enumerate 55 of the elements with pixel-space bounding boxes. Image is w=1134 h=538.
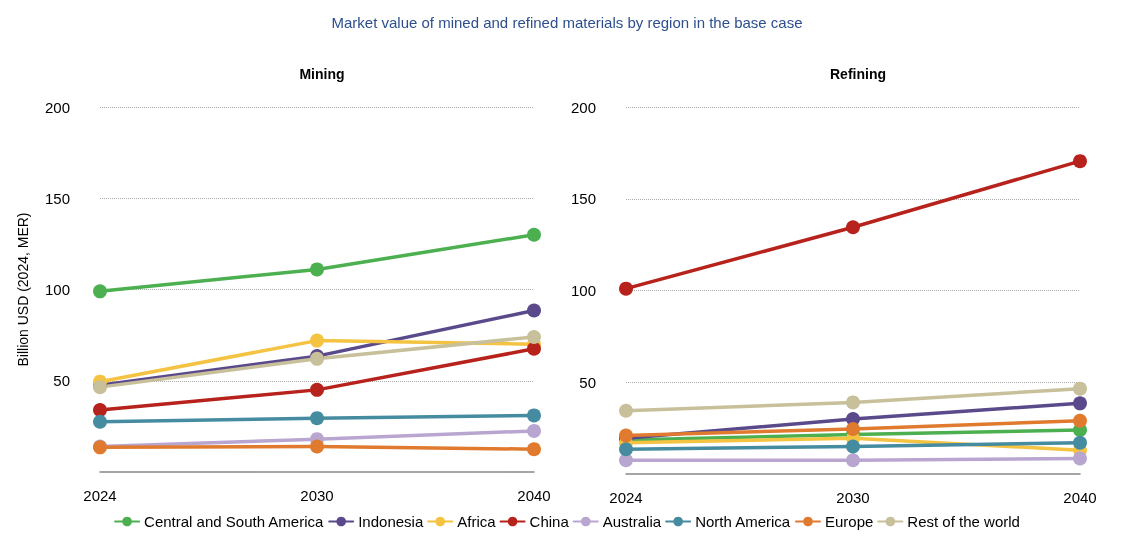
point	[310, 439, 324, 454]
point	[1073, 381, 1087, 396]
point	[527, 341, 541, 356]
point	[1073, 451, 1087, 466]
chart-subtitle: Mining	[299, 66, 345, 82]
point	[93, 284, 107, 299]
x-tick-label: 2024	[609, 489, 643, 506]
y-tick-label: 200	[570, 98, 596, 116]
point	[846, 220, 860, 235]
point	[527, 303, 541, 318]
point	[527, 227, 541, 242]
y-tick-label: 50	[579, 373, 596, 391]
point	[93, 402, 107, 417]
chart-subtitle: Refining	[830, 66, 886, 82]
y-axis-title: Billion USD (2024, MER)	[15, 212, 31, 367]
y-tick-label: 150	[570, 190, 596, 208]
text: Market value of mined and refined materials by region in the base case	[331, 14, 803, 31]
point	[527, 329, 541, 344]
legend-label: Europe	[824, 513, 874, 530]
point	[1073, 413, 1087, 428]
y-tick-label: 100	[570, 282, 596, 299]
y-tick-label: 150	[44, 189, 70, 207]
point	[846, 395, 860, 410]
x-tick-label: 2040	[517, 487, 551, 504]
x-tick-label: 2030	[300, 487, 334, 504]
point	[527, 423, 541, 438]
legend-label: Central and South America	[144, 513, 325, 530]
x-tick-label: 2030	[836, 489, 870, 506]
point	[846, 453, 860, 468]
y-tick-label: 100	[44, 281, 70, 298]
legend-label: China	[529, 513, 570, 530]
legend-label: Indonesia	[358, 513, 424, 530]
point	[619, 403, 633, 418]
point	[310, 333, 324, 348]
y-tick-label: 200	[44, 98, 70, 116]
legend-label: North America	[695, 513, 791, 530]
point	[619, 281, 633, 296]
point	[1073, 396, 1087, 411]
x-tick-label: 2024	[83, 487, 117, 504]
point	[310, 262, 324, 277]
point	[1073, 154, 1087, 169]
point	[93, 414, 107, 429]
point	[527, 442, 541, 457]
point	[619, 442, 633, 457]
point	[1073, 435, 1087, 450]
y-tick-label: 50	[53, 372, 70, 390]
legend-label: Rest of the world	[907, 513, 1020, 530]
point	[846, 439, 860, 454]
point	[310, 382, 324, 397]
point	[527, 408, 541, 423]
point	[310, 411, 324, 426]
legend-label: Africa	[457, 513, 497, 530]
point	[846, 422, 860, 437]
legend-label: Australia	[602, 513, 662, 530]
x-tick-label: 2040	[1063, 489, 1097, 506]
